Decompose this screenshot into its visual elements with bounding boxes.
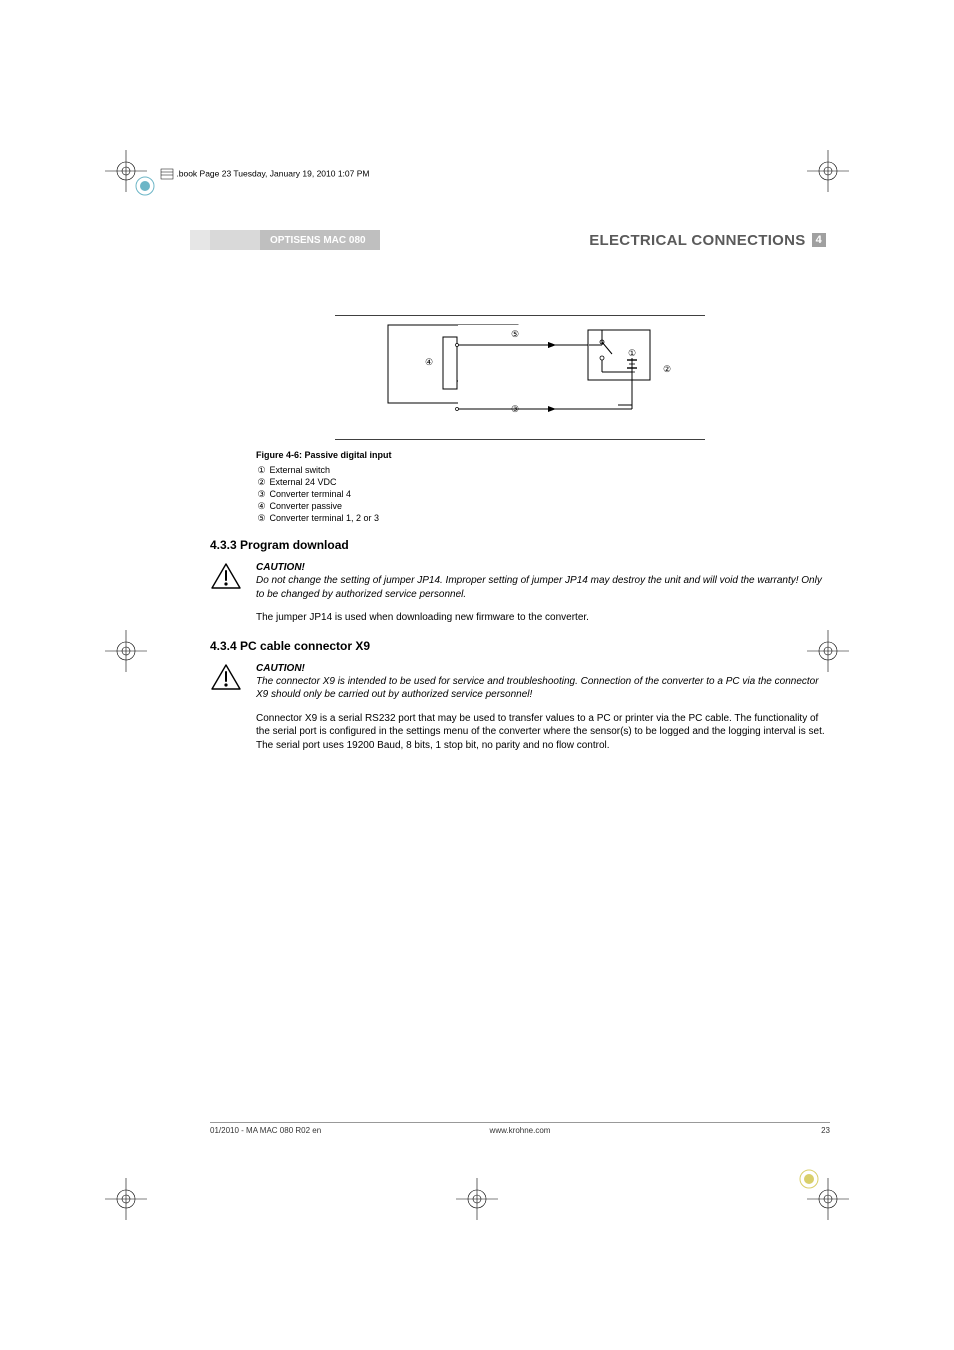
footer-left: 01/2010 - MA MAC 080 R02 en xyxy=(210,1126,321,1135)
section-heading: 4.3.3 Program download xyxy=(210,538,830,552)
header-chapter-number: 4 xyxy=(812,233,826,247)
book-meta-text: .book Page 23 Tuesday, January 19, 2010 … xyxy=(176,168,369,178)
legend-row: ① External switch xyxy=(256,465,830,476)
footer-center: www.krohne.com xyxy=(490,1126,551,1135)
legend-row: ② External 24 VDC xyxy=(256,477,830,488)
caution-block: CAUTION!The connector X9 is intended to … xyxy=(210,663,830,702)
page-header: OPTISENS MAC 080 ELECTRICAL CONNECTIONS … xyxy=(210,230,830,250)
section-heading: 4.3.4 PC cable connector X9 xyxy=(210,639,830,653)
legend-row: ⑤ Converter terminal 1, 2 or 3 xyxy=(256,513,830,524)
legend-row: ③ Converter terminal 4 xyxy=(256,489,830,500)
svg-text:③: ③ xyxy=(511,404,519,414)
caution-label: CAUTION! xyxy=(256,562,830,573)
svg-text:⑤: ⑤ xyxy=(511,329,519,339)
caution-icon xyxy=(210,663,256,702)
svg-text:④: ④ xyxy=(425,357,433,367)
collate-mark-icon xyxy=(799,1169,819,1194)
printmark-icon xyxy=(807,150,849,192)
header-chapter-title: ELECTRICAL CONNECTIONS xyxy=(589,232,805,249)
collate-mark-icon xyxy=(135,176,155,201)
printmark-icon xyxy=(105,1178,147,1220)
body-paragraph: Connector X9 is a serial RS232 port that… xyxy=(256,712,830,753)
printmark-icon xyxy=(456,1178,498,1220)
body-paragraph: The jumper JP14 is used when downloading… xyxy=(256,611,830,625)
figure-caption: Figure 4-6: Passive digital input xyxy=(256,450,830,460)
figure-diagram: ① ② ③ ④ ⑤ xyxy=(210,315,830,440)
caution-body: Do not change the setting of jumper JP14… xyxy=(256,574,830,601)
printmark-icon xyxy=(105,630,147,672)
page-footer: 01/2010 - MA MAC 080 R02 en www.krohne.c… xyxy=(210,1122,830,1135)
caution-block: CAUTION!Do not change the setting of jum… xyxy=(210,562,830,601)
legend-row: ④ Converter passive xyxy=(256,501,830,512)
figure-legend: ① External switch② External 24 VDC③ Conv… xyxy=(256,465,830,524)
svg-text:①: ① xyxy=(628,348,636,358)
footer-right: 23 xyxy=(821,1126,830,1135)
book-meta-line: .book Page 23 Tuesday, January 19, 2010 … xyxy=(160,168,370,180)
header-chapter: ELECTRICAL CONNECTIONS 4 xyxy=(380,230,830,250)
svg-text:②: ② xyxy=(663,364,671,374)
caution-icon xyxy=(210,562,256,601)
header-product: OPTISENS MAC 080 xyxy=(210,230,380,250)
caution-label: CAUTION! xyxy=(256,663,830,674)
caution-body: The connector X9 is intended to be used … xyxy=(256,675,830,702)
